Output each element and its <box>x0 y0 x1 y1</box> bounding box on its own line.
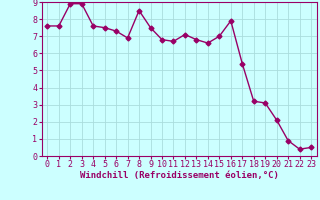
X-axis label: Windchill (Refroidissement éolien,°C): Windchill (Refroidissement éolien,°C) <box>80 171 279 180</box>
